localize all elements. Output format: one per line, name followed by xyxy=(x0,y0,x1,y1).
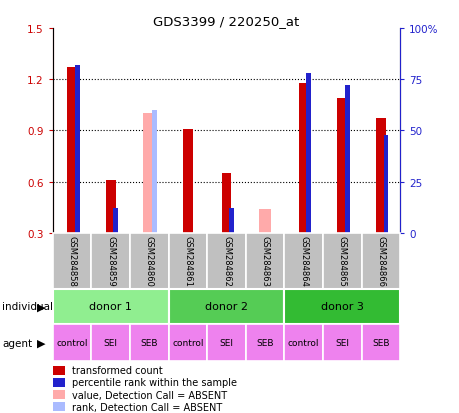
Bar xyxy=(207,324,245,361)
Bar xyxy=(306,74,310,233)
Title: GDS3399 / 220250_at: GDS3399 / 220250_at xyxy=(153,15,299,28)
Bar xyxy=(53,324,91,361)
Bar xyxy=(53,378,65,387)
Text: donor 1: donor 1 xyxy=(89,301,132,312)
Bar xyxy=(91,324,130,361)
Bar xyxy=(106,180,115,233)
Text: GSM284862: GSM284862 xyxy=(222,236,230,287)
Text: ▶: ▶ xyxy=(37,338,45,348)
Text: control: control xyxy=(56,338,88,347)
Text: SEB: SEB xyxy=(140,338,158,347)
Bar xyxy=(361,233,399,289)
Text: GSM284861: GSM284861 xyxy=(183,236,192,287)
Text: GSM284863: GSM284863 xyxy=(260,236,269,287)
Text: GSM284864: GSM284864 xyxy=(298,236,308,287)
Bar xyxy=(284,289,399,324)
Bar xyxy=(53,289,168,324)
Text: individual: individual xyxy=(2,301,53,312)
Bar xyxy=(75,66,79,233)
Bar xyxy=(67,68,77,233)
Bar xyxy=(53,390,65,399)
Bar xyxy=(298,83,308,233)
Text: agent: agent xyxy=(2,338,32,348)
Bar xyxy=(245,233,284,289)
Bar xyxy=(284,233,322,289)
Text: GSM284859: GSM284859 xyxy=(106,236,115,287)
Text: GSM284865: GSM284865 xyxy=(337,236,346,287)
Bar xyxy=(53,233,91,289)
Bar xyxy=(344,86,349,233)
Text: SEB: SEB xyxy=(371,338,389,347)
Text: percentile rank within the sample: percentile rank within the sample xyxy=(72,377,237,387)
Text: control: control xyxy=(172,338,203,347)
Bar xyxy=(91,233,130,289)
Bar xyxy=(152,111,157,233)
Bar xyxy=(113,209,118,233)
Bar xyxy=(168,324,207,361)
Text: control: control xyxy=(287,338,319,347)
Text: value, Detection Call = ABSENT: value, Detection Call = ABSENT xyxy=(72,390,227,400)
Bar xyxy=(168,233,207,289)
Bar xyxy=(130,324,168,361)
Bar xyxy=(207,233,245,289)
Text: GSM284866: GSM284866 xyxy=(375,236,385,287)
Bar xyxy=(183,129,192,233)
Text: GSM284860: GSM284860 xyxy=(145,236,154,287)
Text: GSM284858: GSM284858 xyxy=(67,236,77,287)
Bar xyxy=(245,324,284,361)
Bar xyxy=(361,324,399,361)
Bar xyxy=(221,174,231,233)
Text: rank, Detection Call = ABSENT: rank, Detection Call = ABSENT xyxy=(72,402,222,412)
Bar xyxy=(143,114,155,233)
Bar xyxy=(53,403,65,411)
Text: SEI: SEI xyxy=(104,338,118,347)
Bar xyxy=(337,99,347,233)
Bar xyxy=(53,366,65,375)
Bar xyxy=(322,324,361,361)
Bar xyxy=(229,209,233,233)
Text: SEI: SEI xyxy=(335,338,348,347)
Text: SEI: SEI xyxy=(219,338,233,347)
Bar xyxy=(284,324,322,361)
Bar xyxy=(375,119,385,233)
Text: donor 3: donor 3 xyxy=(320,301,363,312)
Bar xyxy=(130,233,168,289)
Bar xyxy=(168,289,284,324)
Bar xyxy=(322,233,361,289)
Text: transformed count: transformed count xyxy=(72,366,162,375)
Text: SEB: SEB xyxy=(256,338,273,347)
Text: ▶: ▶ xyxy=(37,301,45,312)
Bar xyxy=(258,209,271,233)
Bar xyxy=(383,135,387,233)
Text: donor 2: donor 2 xyxy=(205,301,247,312)
